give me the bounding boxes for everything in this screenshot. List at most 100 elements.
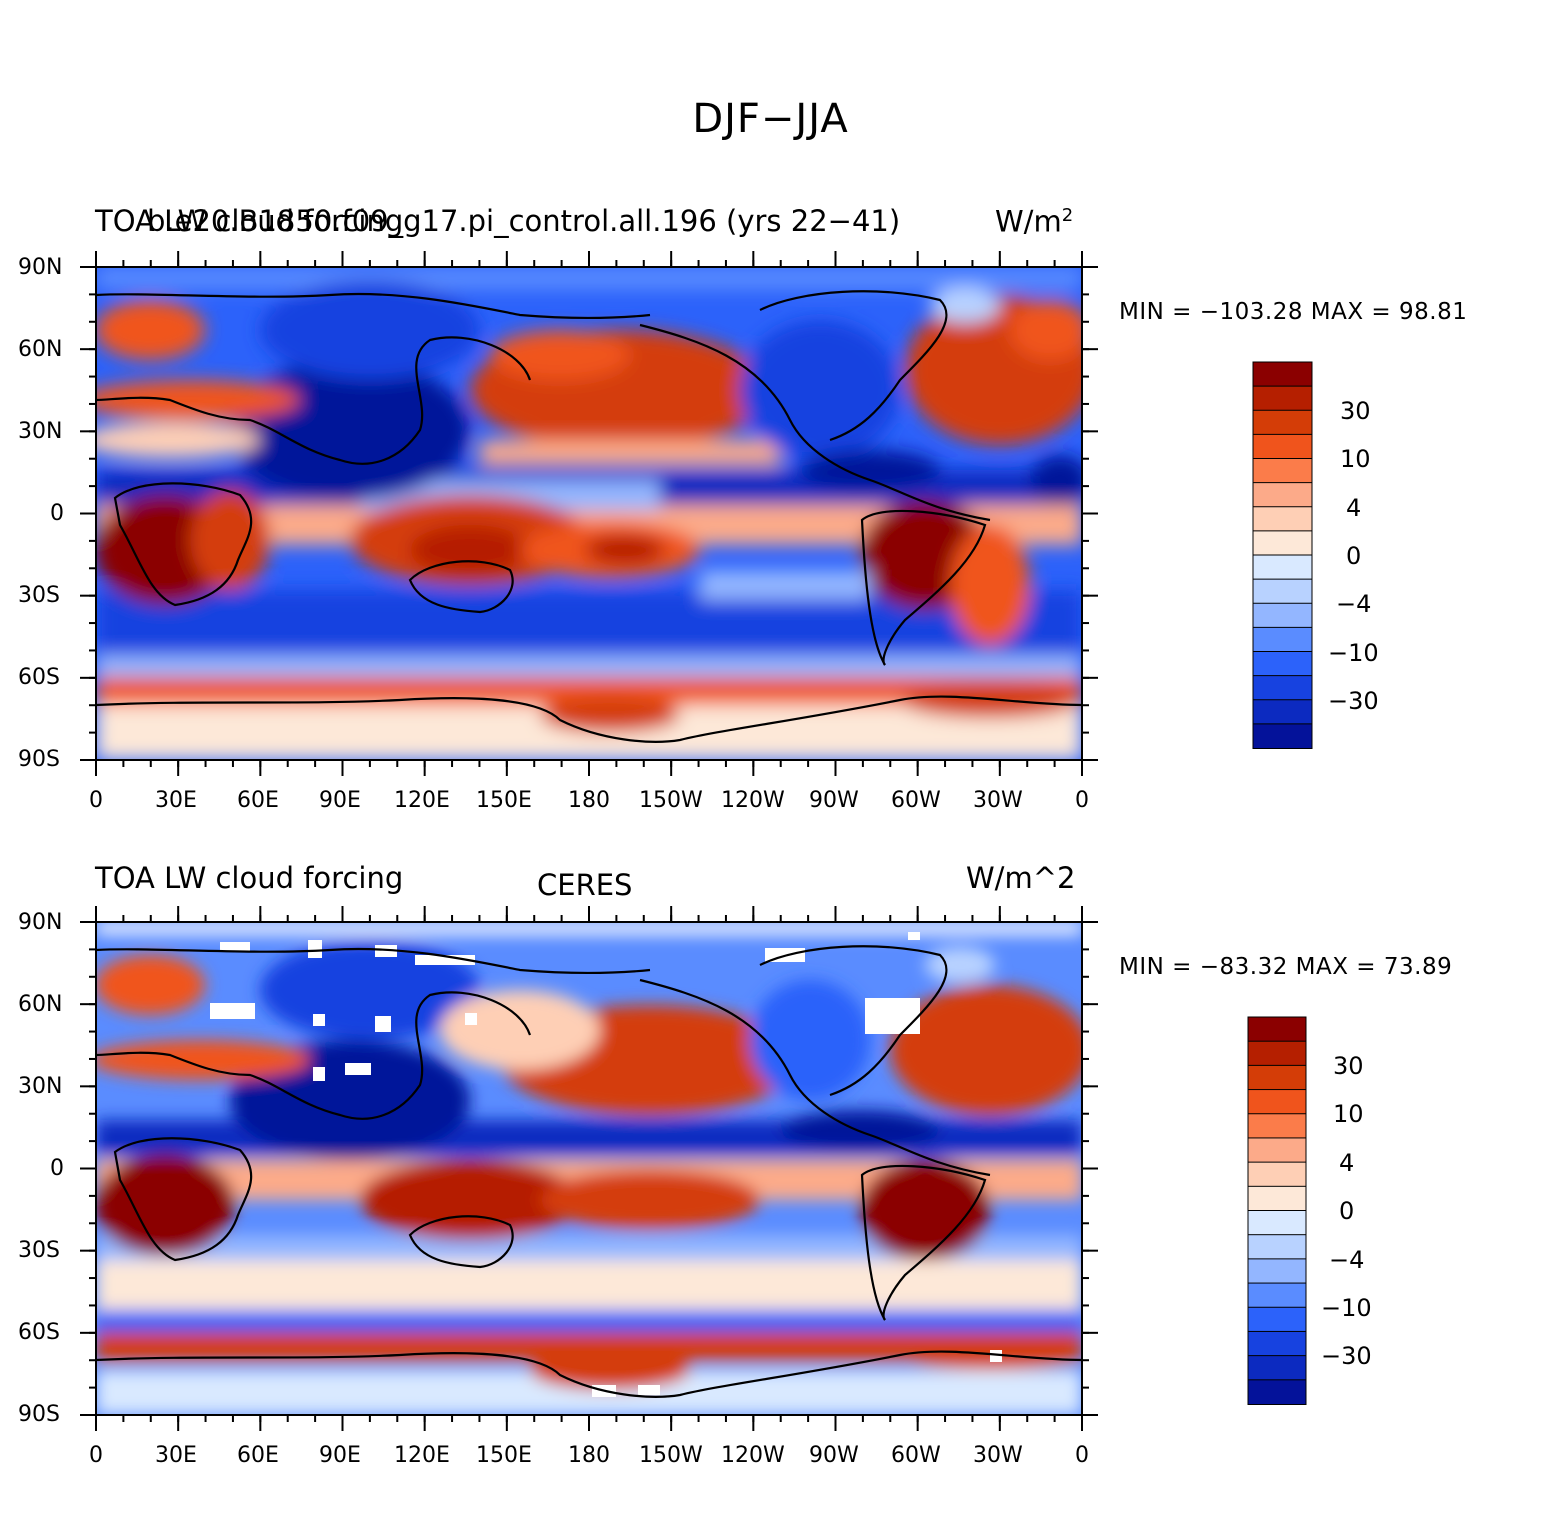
lon-label: 150E [476,1443,532,1468]
colorbar-swatch [1247,1210,1307,1236]
lon-label: 60E [237,1443,279,1468]
colorbar-swatch [1252,578,1313,605]
lat-label: 30N [18,1074,63,1099]
colorbar-swatch [1247,1258,1307,1285]
lon-label: 120W [721,788,785,813]
colorbar-swatch [1252,433,1313,460]
lon-label: 0 [89,1443,103,1468]
colorbar-label: −10 [1328,639,1379,667]
lat-label: 60S [18,665,60,690]
colorbar-swatch [1247,1016,1307,1043]
colorbar-swatch [1247,1040,1307,1067]
colorbar-swatch [1247,1379,1307,1405]
colorbar-swatch [1252,361,1313,388]
colorbar-swatch [1247,1306,1307,1333]
panel1-colorbar [1252,361,1313,749]
lon-label: 90W [809,788,859,813]
colorbar-swatch [1252,602,1313,629]
colorbar-swatch [1247,1089,1307,1115]
colorbar-swatch [1252,675,1313,701]
colorbar-swatch [1247,1064,1307,1091]
colorbar-swatch [1247,1185,1307,1212]
panel1-units: W/m2 [995,207,1073,237]
lat-label: 60N [18,992,63,1017]
panel2-field [96,922,1082,1415]
lon-label: 90E [319,1443,361,1468]
panel1-axis-ticks [80,251,1098,776]
colorbar-label: −30 [1328,687,1379,715]
lon-label: 0 [89,788,103,813]
colorbar-swatch [1252,385,1313,412]
panel2-units: W/m^2 [966,864,1075,893]
lon-label: 90W [809,1443,859,1468]
colorbar-swatch [1252,699,1313,725]
lat-label: 60S [18,1320,60,1345]
colorbar-label: −4 [1336,590,1372,618]
colorbar-swatch [1252,482,1313,508]
colorbar-swatch [1247,1137,1307,1164]
lat-label: 90S [18,1402,60,1427]
panel2-units-base: W/m^2 [966,861,1076,895]
lat-label: 30S [18,1238,60,1263]
figure-title: DJF−JJA [692,96,849,142]
lat-label: 30S [18,583,60,608]
panel2-center-title: CERES [537,868,633,902]
panel1-minmax: MIN = −103.28 MAX = 98.81 [1119,299,1468,325]
lon-label: 60W [891,1443,941,1468]
lon-label: 0 [1075,788,1089,813]
colorbar-label: −30 [1321,1342,1372,1370]
lon-label: 180 [568,1443,610,1468]
colorbar-swatch [1252,409,1313,436]
panel1-units-base: W/m [995,204,1062,239]
panel1-left-title: TOA LW cloud forcing [95,204,404,238]
panel1-field [96,267,1082,760]
colorbar-swatch [1252,458,1313,484]
lon-label: 90E [319,788,361,813]
lat-label: 90S [18,747,60,772]
colorbar-label: 4 [1339,1149,1355,1177]
lat-label: 90N [18,910,63,935]
lon-label: 180 [568,788,610,813]
lon-label: 60W [891,788,941,813]
lon-label: 150W [639,1443,703,1468]
colorbar-label: −10 [1321,1294,1372,1322]
lat-label: 0 [50,1156,64,1181]
colorbar-label: 30 [1333,1052,1364,1080]
panel2-minmax: MIN = −83.32 MAX = 73.89 [1119,954,1453,980]
lon-label: 120E [394,1443,450,1468]
lon-label: 30W [973,788,1023,813]
lon-label: 120E [394,788,450,813]
lon-label: 120W [721,1443,785,1468]
colorbar-swatch [1247,1282,1307,1309]
lon-label: 60E [237,788,279,813]
colorbar-swatch [1252,626,1313,653]
lat-label: 90N [18,255,63,280]
panel2-colorbar [1247,1016,1307,1405]
colorbar-label: 4 [1346,494,1362,522]
panel1-colorbar-svg [1252,361,1313,749]
colorbar-swatch [1247,1355,1307,1381]
panel2-axis-ticks [80,906,1098,1431]
lon-label: 30E [155,788,197,813]
colorbar-swatch [1252,723,1313,749]
lon-label: 0 [1075,1443,1089,1468]
lon-label: 30E [155,1443,197,1468]
lon-label: 150E [476,788,532,813]
colorbar-swatch [1247,1113,1307,1139]
colorbar-swatch [1252,554,1313,581]
colorbar-label: −4 [1329,1246,1365,1274]
lat-label: 0 [50,501,64,526]
panel2-left-title: TOA LW cloud forcing [95,861,404,895]
lon-label: 150W [639,788,703,813]
lat-label: 60N [18,337,63,362]
colorbar-swatch [1247,1161,1307,1188]
colorbar-swatch [1247,1330,1307,1357]
colorbar-swatch [1252,651,1313,677]
panel2-colorbar-svg [1247,1016,1307,1405]
lat-label: 30N [18,419,63,444]
colorbar-label: 0 [1346,542,1362,570]
colorbar-label: 0 [1339,1197,1355,1225]
colorbar-label: 10 [1333,1100,1364,1128]
lon-label: 30W [973,1443,1023,1468]
